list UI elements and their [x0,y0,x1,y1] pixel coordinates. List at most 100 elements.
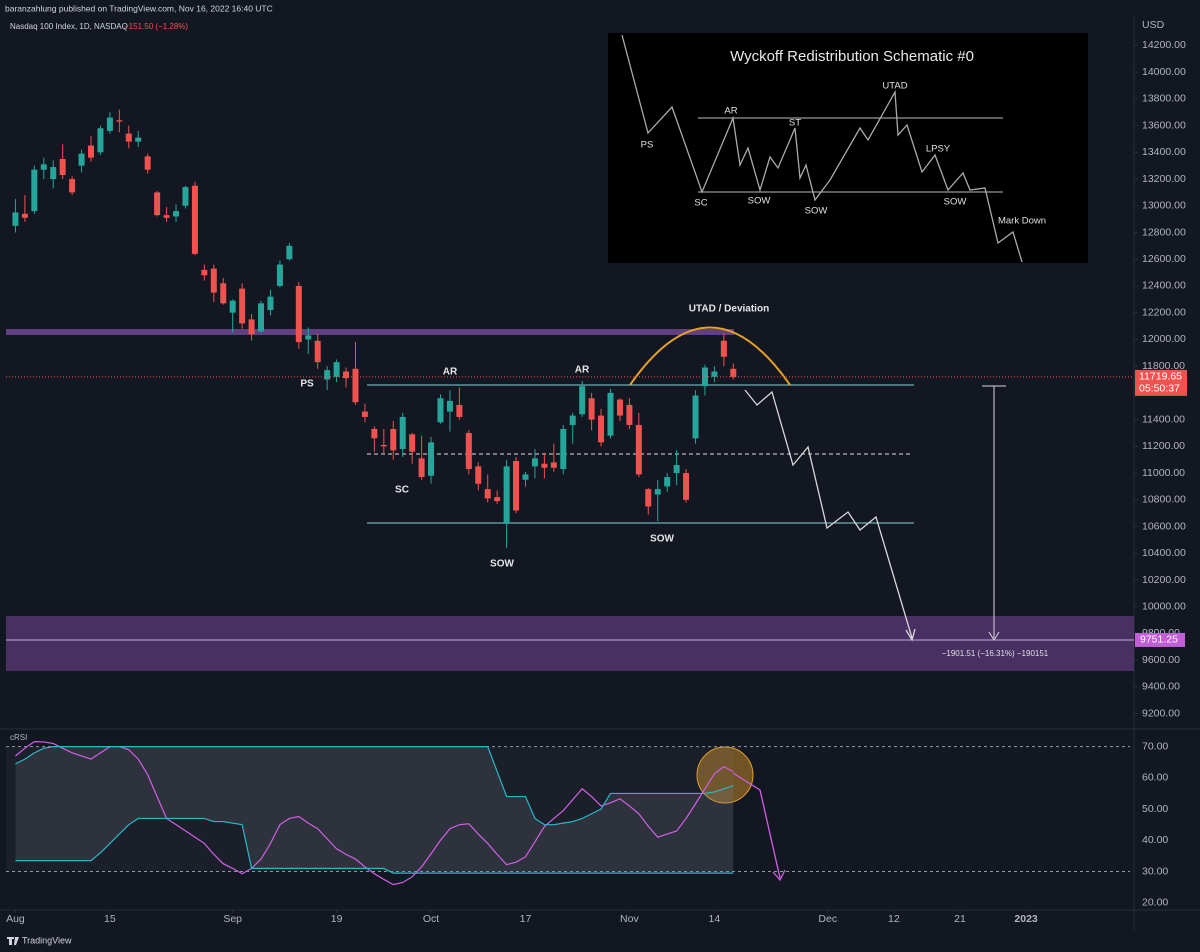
annotation: SOW [490,559,514,570]
candle-body [616,399,623,416]
candle-body [314,340,321,363]
annotation: AR [575,365,590,376]
candle-body [475,466,482,484]
y-tick-label: 13800.00 [1142,93,1186,105]
candle-body [720,340,727,357]
inset-label: UTAD [882,81,907,92]
schematic-inset: Wyckoff Redistribution Schematic #0 [608,33,1088,263]
candle-body [324,370,331,380]
candle-body [484,489,491,499]
candle-body [390,428,397,451]
candle-body [50,167,57,180]
candle-body [531,458,538,467]
annotation: UTAD / Deviation [689,304,769,315]
candle-body [701,367,708,387]
y-tick-label: 13000.00 [1142,200,1186,212]
candle-body [522,474,529,480]
y-tick-label: 13400.00 [1142,146,1186,158]
x-tick-label: 19 [331,913,343,925]
x-tick-label: 2023 [1014,913,1038,925]
candle-body [295,285,302,343]
rsi-highlight [696,746,754,804]
x-tick-label: Dec [818,913,837,925]
countdown: 05:50:37 [1139,383,1180,395]
candle-body [88,145,95,158]
candle-body [343,371,350,379]
candle-body [626,404,633,425]
inset-label: SOW [944,197,967,208]
x-tick-label: 12 [888,913,900,925]
change: −151.50 (−1.28%) [124,22,188,31]
rsi-tick-label: 60.00 [1142,772,1168,784]
price-label: 11719.65 [1139,371,1182,383]
publisher: baranzahlung published on TradingView.co… [5,3,273,13]
candle-body [550,462,557,468]
candles [12,109,737,548]
candle-body [154,192,161,216]
candle-body [333,362,340,377]
candle-body [437,398,444,423]
inset-label: SC [694,198,707,209]
rsi-tick-label: 50.00 [1142,803,1168,815]
inset-path [621,34,1023,263]
y-tick-label: 9200.00 [1142,707,1180,719]
candle-body [135,137,142,142]
y-tick-label: 13200.00 [1142,173,1186,185]
candle-body [248,319,255,335]
annotation: AR [443,367,458,378]
candle-body [258,303,265,332]
target-label: 9751.25 [1140,634,1178,646]
candle-body [163,215,170,218]
candle-body [560,428,567,470]
target-label-box [1135,632,1185,647]
x-tick-label: Oct [423,913,439,925]
y-tick-label: 10600.00 [1142,520,1186,532]
target-zone [6,616,1134,671]
candle-body [286,245,293,260]
price-label-box [1135,369,1187,396]
candle-body [182,187,189,206]
candle-body [456,404,463,417]
candle-body [276,264,283,286]
candle-body [428,442,435,476]
candle-body [654,489,661,495]
candle-body [607,392,614,436]
candle-body [220,283,227,304]
inset-label: LPSY [926,144,951,155]
x-tick-label: 21 [954,913,966,925]
measure-label: −1901.51 (−16.31%) −190151 [942,649,1049,658]
y-tick-label: 10200.00 [1142,574,1186,586]
x-tick-label: 14 [709,913,721,925]
candle-body [730,368,737,377]
candle-body [31,169,38,212]
candle-body [446,400,453,412]
inset-label: SOW [805,206,828,217]
inset-label: Mark Down [998,216,1046,227]
candle-body [239,288,246,324]
candle-body [380,445,387,447]
candle-body [21,213,28,218]
x-tick-label: 15 [104,913,116,925]
candle-body [12,212,19,226]
inset-label: SOW [748,196,771,207]
y-tick-label: 12000.00 [1142,333,1186,345]
candle-body [513,461,520,511]
candle-body [201,269,208,276]
rsi-shade [6,746,734,872]
y-tick-label: 12600.00 [1142,253,1186,265]
y-tick-label: 11800.00 [1142,360,1185,372]
y-tick-label: 9400.00 [1142,681,1180,693]
candle-body [645,489,652,507]
utad-arc [629,326,791,386]
candle-body [409,434,416,452]
resistance-zone [6,329,734,335]
y-tick-label: 13600.00 [1142,119,1186,131]
candle-body [267,296,274,311]
band-fill [15,746,734,874]
candle-body [173,211,180,217]
candle-body [635,424,642,475]
candle-body [229,300,236,313]
